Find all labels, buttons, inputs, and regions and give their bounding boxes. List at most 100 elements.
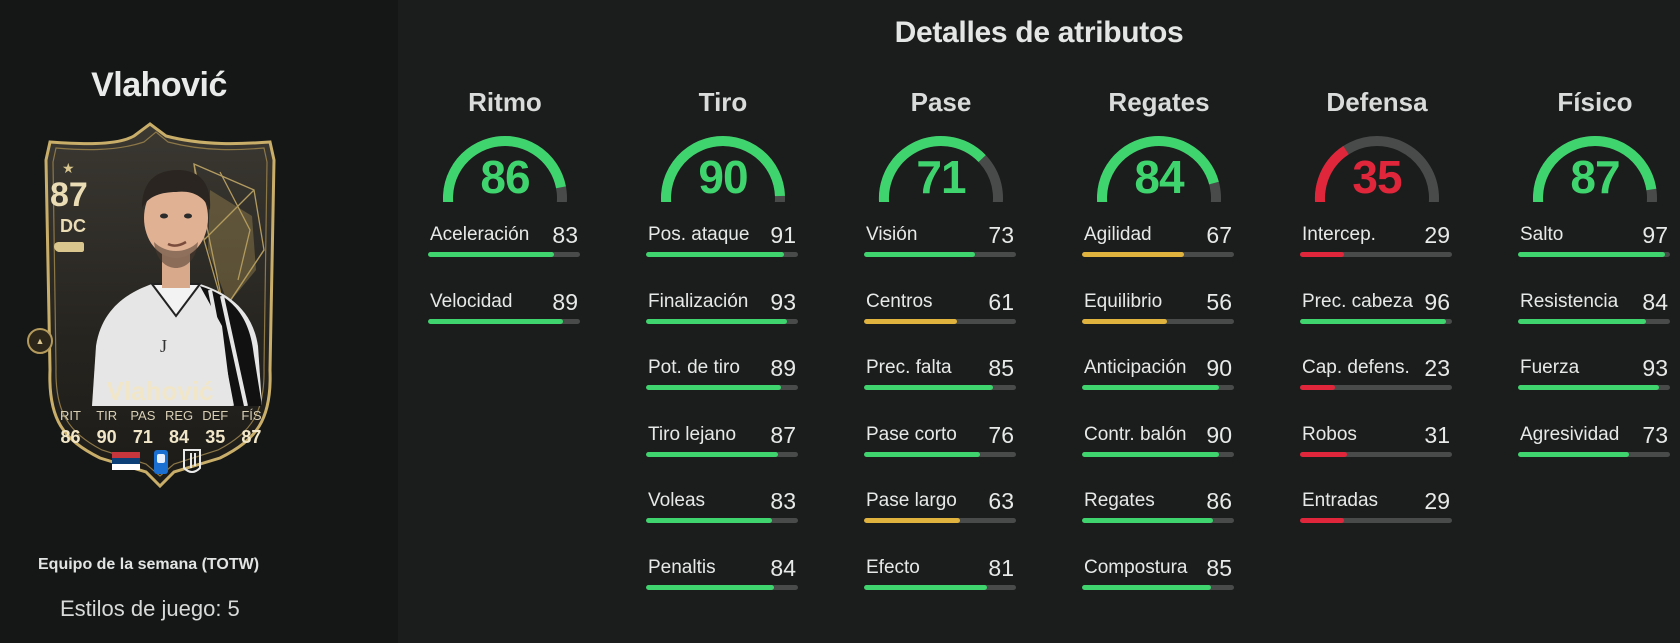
group-value: 87 [1570,151,1620,203]
player-card[interactable]: ★ 87 DC ▲ J Vlahović RIT [24,120,296,492]
attribute-value: 29 [1424,488,1450,514]
attribute-value: 63 [988,488,1014,514]
group-gauge: 87 [1516,122,1674,203]
attribute-row: Entradas 29 [1298,488,1456,555]
player-panel: Vlahović ★ 87 DC ▲ [0,0,398,643]
attribute-name: Finalización [648,290,749,312]
attribute-bar [1518,385,1670,390]
attribute-list: Aceleración 83 Velocidad 89 [426,222,584,355]
attribute-bar [864,252,1016,257]
card-player-name: Vlahović [106,376,214,406]
attribute-name: Anticipación [1084,357,1187,378]
attribute-row: Intercep. 29 [1298,222,1456,289]
attribute-bar-fill [864,451,980,457]
attribute-bar [864,451,1016,457]
group-title: Tiro [698,87,748,117]
attribute-row: Pot. de tiro 89 [644,355,802,422]
group-gauge: 86 [426,122,584,203]
attribute-bar [1518,252,1670,257]
attribute-row: Compostura 85 [1080,555,1238,622]
attribute-row: Pase corto 76 [862,422,1020,489]
attribute-row: Resistencia 84 [1516,289,1674,356]
attribute-list: Salto 97 Resistencia 84 Fuerza 93 Agresividad 7… [1516,222,1674,488]
attribute-bar-fill [864,385,994,390]
attribute-bar-fill [1518,252,1666,257]
attribute-name: Cap. defens. [1302,357,1410,378]
attribute-bar [646,318,798,324]
attribute-list: Intercep. 29 Prec. cabeza 96 Cap. defens. 23 R… [1298,222,1456,555]
attribute-name: Agilidad [1084,224,1152,245]
attribute-bar-fill [1518,318,1646,324]
attribute-bar-fill [1082,318,1168,324]
card-position: DC [60,216,86,236]
attribute-value: 29 [1424,222,1450,248]
attribute-name: Tiro lejano [648,423,737,445]
attribute-list: Agilidad 67 Equilibrio 56 Anticipación 90 Cont… [1080,222,1238,621]
attribute-value: 83 [770,488,796,514]
attribute-bar-fill [646,252,785,257]
attribute-row: Agresividad 73 [1516,422,1674,489]
attribute-row: Finalización 93 [644,289,802,356]
attribute-value: 56 [1206,288,1232,315]
attribute-bar [864,584,1016,590]
attribute-list: Visión 73 Centros 61 Prec. falta 85 Pase corto… [862,222,1020,621]
attribute-name: Equilibrio [1084,290,1163,312]
attribute-row: Anticipación 90 [1080,355,1238,422]
attribute-row: Robos 31 [1298,422,1456,489]
attribute-value: 86 [1206,488,1232,514]
attribute-row: Aceleración 83 [426,222,584,289]
card-edition: Equipo de la semana (TOTW) [38,556,260,573]
attribute-row: Tiro lejano 87 [644,422,802,489]
attribute-bar-fill [864,584,988,590]
card-flags [110,448,230,474]
attribute-value: 89 [770,355,796,381]
attribute-row: Centros 61 [862,289,1020,356]
attribute-row: Velocidad 89 [426,289,584,356]
card-stat-label: REG [164,408,194,423]
attribute-row: Prec. falta 85 [862,355,1020,422]
attribute-bar-fill [428,318,564,324]
group-gauge: 84 [1080,122,1238,203]
group-value: 86 [480,151,530,203]
attribute-name: Robos [1302,423,1357,445]
attribute-group-defensa: Defensa 35 Intercep. 29 Prec. cabeza 96 Cap. … [1298,86,1456,555]
card-stat-label: FÍS [241,408,262,423]
player-photo: J [82,156,270,406]
attribute-row: Regates 86 [1080,488,1238,555]
player-name: Vlahović [91,66,227,104]
serbia-flag-icon [112,452,140,470]
attribute-row: Contr. balón 90 [1080,422,1238,489]
attribute-bar [1082,518,1234,523]
attribute-value: 93 [770,288,796,315]
attribute-group-regates: Regates 84 Agilidad 67 Equilibrio 56 Anticipa… [1080,86,1238,621]
attribute-row: Salto 97 [1516,222,1674,289]
attribute-bar-fill [1300,451,1348,457]
group-title: Regates [1108,87,1210,117]
attribute-bar-fill [646,318,788,324]
attribute-bar [428,318,580,324]
attribute-row: Pos. ataque 91 [644,222,802,289]
attribute-group-tiro: Tiro 90 Pos. ataque 91 Finalización 93 Pot. d… [644,86,802,621]
attribute-bar [1082,318,1234,324]
attribute-group-fisico: Físico 87 Salto 97 Resistencia 84 Fuerza 93 Agr… [1516,86,1674,488]
card-stats: RIT 86 TIR 90 PAS 71 REG 84 DEF 35 FÍS 8… [54,408,268,448]
playstyles-count: Estilos de juego: 5 [60,596,240,621]
attribute-row: Equilibrio 56 [1080,289,1238,356]
attribute-value: 85 [988,355,1014,381]
card-rating: 87 [50,176,88,214]
juventus-logo-icon [183,449,201,473]
attribute-group-ritmo: Ritmo 86 Aceleración 83 Velocidad 89 [426,86,584,355]
card-stat-value: 86 [60,427,81,447]
attribute-value: 73 [1642,421,1668,448]
group-value: 90 [698,151,748,203]
attribute-bar [1082,451,1234,457]
attribute-bar-fill [428,252,555,257]
attribute-bar [646,451,798,457]
card-stat-label: TIR [96,408,118,423]
card-stat-pas: PAS 71 [126,408,159,448]
attribute-bar-fill [1300,318,1446,324]
attribute-name: Voleas [648,490,706,511]
attribute-value: 61 [988,288,1014,315]
attribute-bar [1300,318,1452,324]
attribute-bar [1518,451,1670,457]
